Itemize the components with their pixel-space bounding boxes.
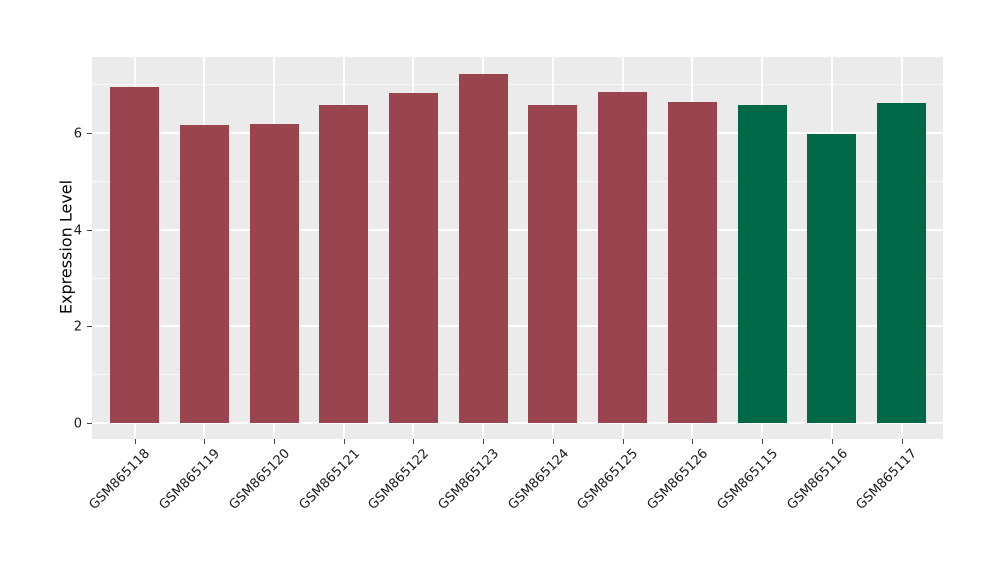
x-tick-label: GSM865124 bbox=[505, 446, 572, 513]
bar-gsm865116 bbox=[807, 133, 857, 423]
x-tick-label: GSM865115 bbox=[714, 446, 781, 513]
bar-gsm865126 bbox=[667, 101, 717, 423]
bar-gsm865119 bbox=[179, 125, 229, 423]
x-tick-label: GSM865118 bbox=[86, 446, 154, 513]
x-tick-mark bbox=[831, 439, 833, 444]
minor-gridline bbox=[92, 84, 943, 86]
x-tick-label: GSM865122 bbox=[365, 446, 433, 513]
y-tick-label: 6 bbox=[73, 126, 82, 142]
y-tick-mark bbox=[87, 229, 92, 231]
y-axis-title: Expression Level bbox=[56, 179, 76, 315]
x-tick-mark bbox=[343, 439, 345, 444]
minor-gridline bbox=[92, 374, 943, 376]
major-gridline bbox=[92, 422, 943, 424]
x-tick-mark bbox=[622, 439, 624, 444]
x-tick-mark bbox=[134, 439, 136, 444]
x-tick-mark bbox=[204, 439, 206, 444]
x-tick-label: GSM865123 bbox=[435, 446, 503, 513]
y-tick-mark bbox=[87, 423, 92, 424]
bar-gsm865124 bbox=[528, 104, 578, 423]
bar-gsm865120 bbox=[249, 124, 299, 423]
x-tick-mark bbox=[274, 439, 276, 444]
x-tick-label: GSM865119 bbox=[156, 446, 224, 513]
x-tick-label: GSM865125 bbox=[574, 446, 642, 513]
minor-gridline bbox=[92, 277, 943, 279]
major-gridline bbox=[92, 325, 943, 328]
bar-gsm865121 bbox=[319, 104, 369, 423]
bar-gsm865122 bbox=[388, 93, 438, 423]
y-tick-mark bbox=[87, 326, 92, 328]
x-tick-mark bbox=[692, 439, 694, 444]
y-tick-label: 4 bbox=[73, 223, 82, 239]
bar-gsm865123 bbox=[458, 74, 508, 423]
x-tick-mark bbox=[762, 439, 764, 444]
x-tick-label: GSM865120 bbox=[226, 446, 293, 513]
minor-gridline bbox=[92, 180, 943, 182]
bar-gsm865117 bbox=[877, 103, 927, 423]
x-tick-mark bbox=[413, 439, 415, 444]
plot-panel bbox=[92, 57, 943, 439]
x-tick-label: GSM865126 bbox=[644, 446, 712, 513]
x-tick-mark bbox=[552, 439, 554, 444]
x-tick-label: GSM865117 bbox=[853, 446, 921, 513]
y-tick-mark bbox=[87, 133, 92, 135]
bar-gsm865125 bbox=[598, 92, 648, 423]
x-tick-mark bbox=[901, 439, 903, 444]
y-tick-label: 2 bbox=[73, 319, 82, 335]
major-gridline bbox=[92, 132, 943, 135]
bar-gsm865118 bbox=[110, 87, 160, 423]
x-tick-label: GSM865116 bbox=[784, 446, 851, 513]
x-tick-label: GSM865121 bbox=[296, 446, 363, 513]
x-tick-mark bbox=[483, 439, 485, 444]
major-gridline bbox=[92, 228, 943, 231]
y-tick-label: 0 bbox=[73, 416, 82, 432]
bar-gsm865115 bbox=[737, 104, 787, 423]
